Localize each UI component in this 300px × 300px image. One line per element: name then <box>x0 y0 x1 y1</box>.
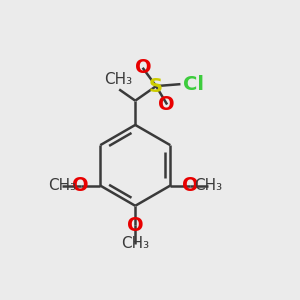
Text: O: O <box>127 216 144 235</box>
Text: CH₃: CH₃ <box>194 178 223 193</box>
Text: CH₃: CH₃ <box>104 72 132 87</box>
Text: CH₃: CH₃ <box>48 178 76 193</box>
Text: O: O <box>72 176 89 195</box>
Text: Cl: Cl <box>183 75 204 94</box>
Text: O: O <box>135 58 152 77</box>
Text: O: O <box>158 95 175 114</box>
Text: CH₃: CH₃ <box>121 236 149 251</box>
Text: O: O <box>182 176 198 195</box>
Text: S: S <box>149 76 163 96</box>
